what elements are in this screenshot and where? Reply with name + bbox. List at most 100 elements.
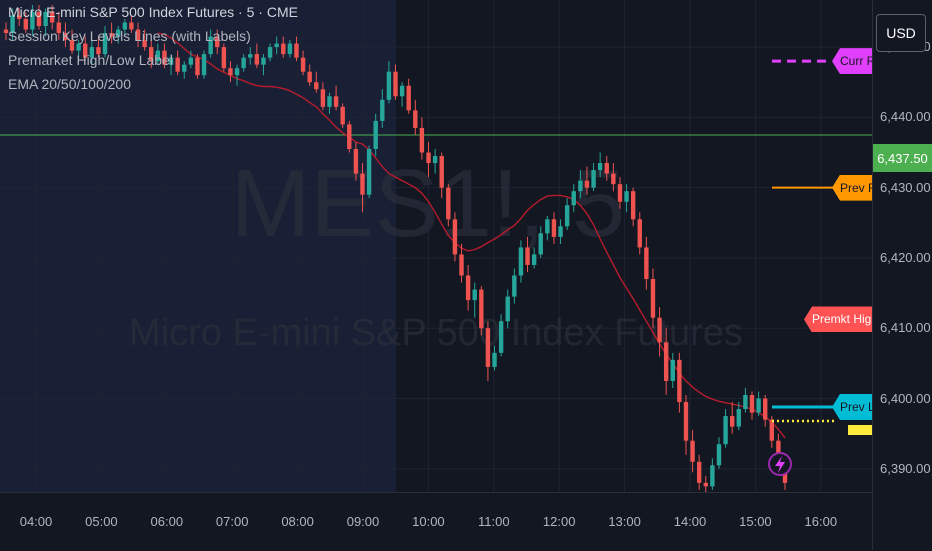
candle-body <box>234 68 240 76</box>
candle <box>274 36 279 55</box>
candle <box>762 395 768 427</box>
chart-pane[interactable]: MES1!, 5 Micro E-mini S&P 500 Index Futur… <box>0 0 872 492</box>
candle-body <box>287 43 293 55</box>
candle <box>452 212 458 262</box>
candle-body <box>248 54 253 58</box>
candle <box>650 268 656 329</box>
candle <box>710 458 715 490</box>
candle-body <box>162 50 167 65</box>
candle <box>617 177 623 209</box>
candle <box>300 50 306 76</box>
indicator-session-key-levels[interactable]: Session Key Levels Lines (with Labels) <box>8 28 251 44</box>
candle-body <box>149 47 154 62</box>
candle-body <box>142 40 147 48</box>
candle-body <box>228 68 233 76</box>
candle-body <box>512 275 517 297</box>
candle <box>624 184 629 213</box>
candle-body <box>168 57 174 65</box>
candle <box>545 215 550 241</box>
candle-body <box>393 71 398 97</box>
candle-body <box>597 163 603 171</box>
label-premarket-high[interactable]: Premkt High: 6,411.25 <box>804 306 872 333</box>
candle-body <box>710 465 715 487</box>
candle <box>162 43 167 69</box>
candle-body <box>472 289 477 301</box>
candle-body <box>446 187 451 220</box>
candle <box>406 78 411 114</box>
candle-body <box>281 43 286 55</box>
candle-body <box>56 22 62 34</box>
candle-body <box>703 482 708 487</box>
candle-body <box>551 219 557 237</box>
candle <box>294 36 299 62</box>
candle <box>142 29 147 51</box>
candle <box>439 152 444 199</box>
candle-body <box>756 398 761 413</box>
watermark-name: Micro E-mini S&P 500 Index Futures <box>129 312 743 354</box>
candle <box>320 82 326 111</box>
candle-body <box>578 180 583 192</box>
candle <box>69 29 75 55</box>
candle-body <box>657 317 662 343</box>
indicator-premarket-label[interactable]: Premarket High/Low Label <box>8 52 173 68</box>
candle <box>261 54 266 76</box>
candle <box>657 307 662 357</box>
candle <box>83 36 88 62</box>
time-tick-label: 05:00 <box>85 514 118 529</box>
candle <box>551 212 557 244</box>
candle-body <box>327 96 332 107</box>
price-tick-label: 6,410.00 <box>880 320 931 336</box>
candle <box>175 50 180 76</box>
candle <box>558 219 563 244</box>
label-prev-rth-close[interactable]: Prev RTH Close <box>832 174 872 201</box>
candle <box>663 328 669 396</box>
candle <box>3 22 9 41</box>
price-axis[interactable] <box>872 0 932 550</box>
time-axis[interactable] <box>0 492 872 551</box>
candle-body <box>182 64 187 72</box>
price-tick-label: 6,390.00 <box>880 460 931 476</box>
candle <box>122 18 128 37</box>
candle <box>56 11 62 41</box>
candle <box>254 43 260 69</box>
candle <box>208 29 213 58</box>
candle <box>611 163 616 192</box>
candle <box>729 402 735 434</box>
candle-body <box>538 233 543 255</box>
candle-body <box>505 296 510 322</box>
label-prev-low[interactable]: Prev Low <box>832 393 872 420</box>
candle-body <box>195 57 200 76</box>
candle-body <box>591 170 596 188</box>
lightning-icon-bolt <box>775 456 785 473</box>
candle <box>116 26 121 44</box>
candle-body <box>353 149 359 174</box>
candle <box>604 156 609 181</box>
label-curr-rth-high[interactable]: Curr RTH High <box>832 48 872 75</box>
indicator-ema[interactable]: EMA 20/50/100/200 <box>8 76 131 92</box>
candle-body <box>465 275 471 301</box>
time-tick-label: 08:00 <box>281 514 314 529</box>
candle <box>472 282 477 318</box>
candle <box>386 61 392 104</box>
candle-body <box>320 89 326 107</box>
candle <box>683 395 689 455</box>
symbol-title[interactable]: Micro E-mini S&P 500 Index Futures · 5 ·… <box>8 4 298 20</box>
chart-legend: Micro E-mini S&P 500 Index Futures · 5 ·… <box>8 0 298 96</box>
label-premarket-low[interactable] <box>848 425 872 435</box>
price-tick-label: 6,400.00 <box>880 390 931 406</box>
candle-body <box>492 352 497 367</box>
candle <box>630 187 636 227</box>
candle <box>505 289 510 329</box>
candle <box>591 163 596 192</box>
candle-body <box>188 57 194 65</box>
candle-body <box>617 184 623 202</box>
candle <box>188 50 194 69</box>
candle-body <box>571 191 576 206</box>
lightning-icon <box>768 452 792 476</box>
candle <box>578 170 583 199</box>
candle-body <box>729 416 735 427</box>
candle <box>756 391 761 417</box>
premarket-background <box>0 0 396 492</box>
price-chart[interactable]: MES1!, 5 Micro E-mini S&P 500 Index Futur… <box>0 0 872 492</box>
currency-button[interactable]: USD <box>876 14 926 52</box>
